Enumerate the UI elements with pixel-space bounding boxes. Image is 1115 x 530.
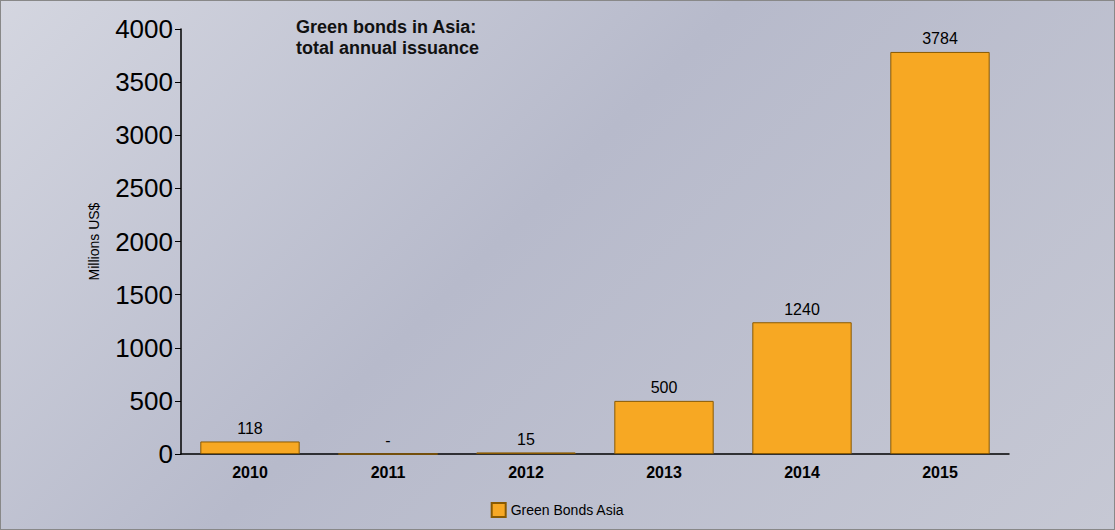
svg-text:118: 118 — [237, 420, 263, 437]
svg-text:2014: 2014 — [784, 464, 820, 481]
svg-text:1000: 1000 — [115, 333, 173, 363]
svg-text:15: 15 — [517, 431, 535, 448]
svg-text:4000: 4000 — [115, 14, 173, 44]
svg-text:1500: 1500 — [115, 280, 173, 310]
svg-text:-: - — [385, 432, 390, 449]
svg-text:2011: 2011 — [371, 464, 406, 481]
svg-text:2012: 2012 — [508, 464, 544, 481]
svg-text:3784: 3784 — [922, 30, 958, 47]
svg-text:2013: 2013 — [646, 464, 682, 481]
svg-text:2010: 2010 — [232, 464, 268, 481]
svg-text:500: 500 — [130, 386, 173, 416]
svg-text:2000: 2000 — [115, 227, 173, 257]
svg-text:2015: 2015 — [922, 464, 958, 481]
svg-text:Green bonds in Asia:: Green bonds in Asia: — [296, 17, 476, 37]
svg-text:3000: 3000 — [115, 120, 173, 150]
svg-text:Millions US$: Millions US$ — [86, 202, 102, 280]
svg-text:0: 0 — [159, 439, 173, 469]
svg-text:3500: 3500 — [115, 67, 173, 97]
svg-text:Green Bonds Asia: Green Bonds Asia — [511, 502, 624, 518]
svg-text:total annual issuance: total annual issuance — [296, 38, 479, 58]
svg-text:1240: 1240 — [784, 301, 820, 318]
svg-text:2500: 2500 — [115, 173, 173, 203]
svg-text:500: 500 — [651, 379, 678, 396]
